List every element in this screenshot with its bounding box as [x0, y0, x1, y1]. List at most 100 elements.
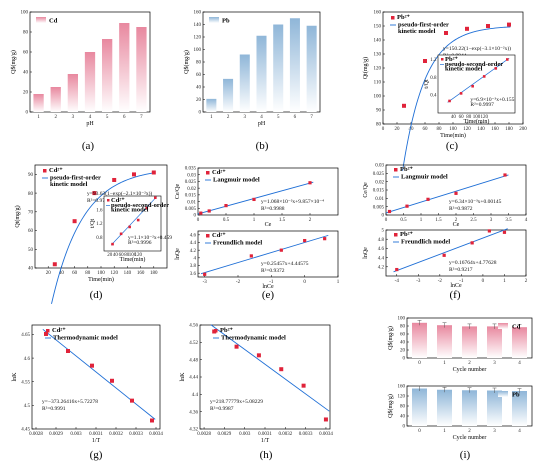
inset-data-point	[448, 99, 451, 103]
scatter-chart-9: 4.32 4.36 4.4 4.44 4.48 4.52 4.56 0.0028 0.0029 0…	[180, 324, 333, 444]
y-tick-label: 40	[23, 71, 29, 76]
bar	[437, 389, 452, 426]
x-tick-label: 200	[519, 127, 527, 132]
equation-label: y=218.77779x+5.08229	[210, 399, 263, 405]
scatter-chart-6: 0 0.005 0.01 0.015 0.02 0.025 0.03 0 0.5 1 1.5 2 2.5…	[363, 164, 528, 228]
data-point	[92, 191, 97, 196]
bar	[223, 78, 234, 112]
x-tick-label: 2	[468, 361, 471, 366]
y-tick-label: 40	[400, 341, 406, 346]
x-tick-label: 1.5	[435, 218, 442, 223]
x-tick-label: 1	[443, 361, 446, 366]
legend-label: Langmuir model	[401, 174, 448, 181]
y-tick-label: 0.02	[375, 180, 384, 185]
x-tick-label: 0	[482, 279, 485, 284]
inset-r2-label: R²=0.9997	[470, 102, 494, 108]
inset-x-tick-label: 100	[473, 115, 481, 120]
y-tick-label: 5	[382, 229, 385, 234]
x-axis-label: Cycle number	[453, 435, 487, 441]
bar-chart-1: 1 2 3 4 5 6 7 0 20 40 60 80 100 120 140 160 Pb pH Q$(mg/g)	[183, 11, 321, 127]
y-tick-label: 80	[376, 123, 382, 128]
inset-x-tick-label: 60	[119, 253, 125, 258]
y-tick-label: 0.025	[373, 172, 385, 177]
bar	[462, 326, 477, 358]
y-axis-label: Q$(mg/g)	[387, 326, 394, 350]
bar	[487, 390, 502, 426]
y-tick-label: 90	[376, 109, 382, 114]
x-tick-label: 4	[525, 218, 528, 223]
y-tick-label: 4.4	[192, 393, 199, 398]
inset-y-tick-label: 0.8	[430, 76, 437, 81]
y-tick-label: 100	[398, 317, 406, 322]
r2-label: R²=0.97903	[87, 198, 114, 204]
x-tick-label: 3	[493, 429, 496, 434]
inset-data-point	[119, 232, 123, 236]
y-tick-label: 0.015	[185, 194, 197, 199]
data-point	[207, 209, 211, 213]
y-tick-label: 120	[398, 395, 406, 400]
panel-label: (h)	[260, 449, 273, 461]
inset-y-axis-label: t/Qt	[90, 219, 96, 229]
y-tick-label: 20	[196, 98, 202, 103]
y-tick-label: 4.44	[189, 376, 198, 381]
data-point	[110, 378, 114, 383]
y-tick-label: 0	[199, 111, 202, 116]
bar	[67, 74, 78, 112]
x-tick-label: 60	[423, 127, 429, 132]
x-tick-label: 4	[89, 115, 92, 120]
fit-line	[42, 328, 156, 420]
data-point	[199, 211, 203, 215]
y-tick-label: 20	[400, 349, 406, 354]
legend-label: Freundlich model	[213, 240, 262, 247]
y-axis-label: Q$(mg/g)	[10, 50, 17, 74]
x-tick-label: 6	[294, 115, 297, 120]
x-tick-label: 0.5	[400, 218, 407, 223]
equation-label: y=150.22(1−exp(−3.1×10⁻²x))	[443, 45, 511, 52]
x-tick-label: 0.5	[223, 218, 230, 223]
inset-x-tick-label: 120	[480, 115, 488, 120]
x-tick-label: 1	[503, 279, 506, 284]
inset-data-point	[145, 206, 149, 210]
data-point	[224, 204, 228, 208]
inset-y-tick-label: 0.8	[96, 236, 103, 241]
x-tick-label: 1	[253, 218, 256, 223]
x-tick-label: 6	[123, 115, 126, 120]
y-tick-label: 0	[403, 357, 406, 362]
data-point	[402, 103, 406, 108]
inset-legend-marker	[441, 58, 444, 61]
bar	[239, 54, 250, 112]
y-tick-label: 0.035	[185, 167, 197, 172]
plot-frame	[197, 167, 339, 216]
data-point	[279, 248, 283, 252]
x-tick-label: 0.0028	[197, 432, 211, 437]
panel-label: (b)	[256, 140, 269, 152]
equation-label: y=93.63(1−exp(−2.1×10⁻²x))	[87, 190, 152, 197]
x-axis-label: Cycle number	[453, 367, 487, 373]
y-axis-label: Ce/Qe	[363, 182, 369, 198]
legend-label: Cd	[512, 324, 521, 331]
bar	[273, 24, 284, 112]
x-tick-label: 180	[150, 271, 158, 276]
y-tick-label: 0.03	[375, 164, 384, 169]
legend-label: Cd²⁺	[52, 327, 66, 334]
y-tick-label: 80	[28, 192, 34, 197]
y-tick-label: 0.015	[373, 189, 385, 194]
data-point	[387, 209, 392, 214]
legend-swatch	[498, 323, 508, 329]
y-tick-label: 20	[23, 91, 29, 96]
inset-data-point	[459, 92, 463, 95]
x-tick-label: 2	[309, 218, 312, 223]
inset-x-tick-label: 80	[466, 115, 472, 120]
y-tick-label: 160	[374, 11, 382, 16]
panel-label: (g)	[90, 449, 103, 461]
data-point	[507, 22, 511, 27]
inset-data-point	[136, 218, 140, 222]
y-tick-label: 110	[374, 81, 382, 86]
x-axis-label: Time(min)	[88, 276, 114, 283]
panel-label: (d)	[90, 289, 103, 301]
x-tick-label: 80	[85, 271, 91, 276]
data-point	[151, 170, 156, 175]
y-tick-label: 60	[23, 51, 29, 56]
x-tick-label: 0.003	[239, 432, 251, 437]
data-point	[279, 367, 284, 372]
